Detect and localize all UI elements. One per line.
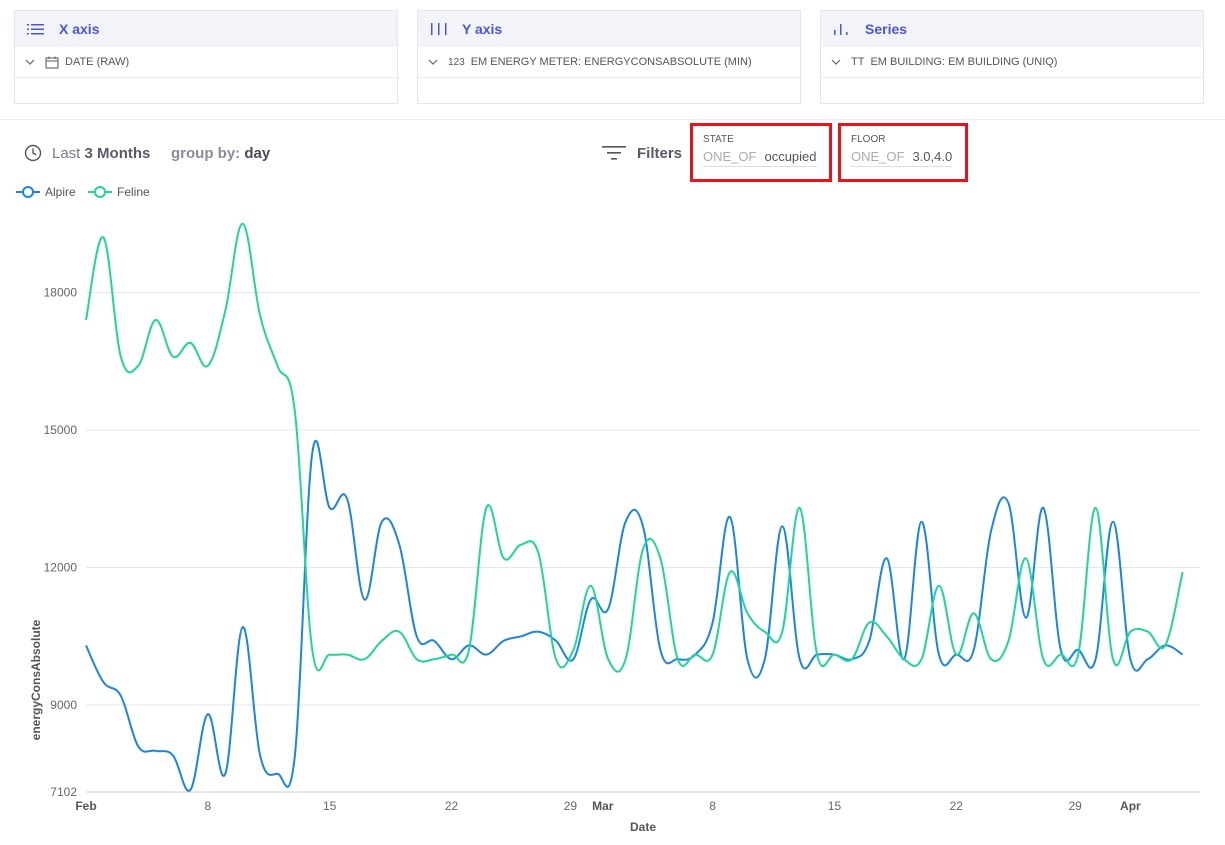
series-icon <box>834 24 848 35</box>
filter-icon[interactable] <box>602 143 626 163</box>
x-axis-label: Date <box>630 820 656 834</box>
filter-state[interactable]: STATE ONE_OF occupied <box>690 123 832 182</box>
groupby-label: group by: <box>171 145 241 162</box>
chevron-down-icon[interactable] <box>25 57 35 67</box>
series-panel-header[interactable]: Series <box>821 11 1203 47</box>
calendar-icon <box>45 56 59 68</box>
x-tick-label: Feb <box>75 799 96 813</box>
filter-floor-value: 3.0,4.0 <box>912 149 953 164</box>
period-prefix: Last <box>52 145 81 162</box>
bars-icon <box>431 23 447 35</box>
chart-toolbar: Last 3 Months group by: day Filters STAT… <box>0 120 1225 188</box>
x-axis-field-name: DATE (RAW) <box>65 56 130 68</box>
y-tick-label: 7102 <box>50 785 77 799</box>
y-tick-label: 15000 <box>44 423 78 437</box>
x-tick-label: 15 <box>828 799 842 813</box>
chevron-down-icon[interactable] <box>428 57 438 67</box>
filter-floor[interactable]: FLOOR ONE_OF 3.0,4.0 <box>838 123 968 182</box>
y-axis-panel: Y axis 123 EM ENERGY METER: ENERGYCONSAB… <box>417 10 801 104</box>
y-axis-field[interactable]: 123 EM ENERGY METER: ENERGYCONSABSOLUTE … <box>418 47 800 78</box>
filter-state-value: occupied <box>764 149 817 164</box>
y-tick-label: 18000 <box>44 286 78 300</box>
chart-config-row: X axis DATE (RAW) Y axis 123 EM ENERGY M… <box>0 0 1225 120</box>
text-type-icon: TT <box>851 56 865 68</box>
legend-label-alpire: Alpire <box>45 185 76 199</box>
filter-state-values[interactable]: ONE_OF occupied <box>703 149 817 167</box>
series-panel: Series TT EM BUILDING: EM BUILDING (UNIQ… <box>820 10 1204 104</box>
groupby-selector[interactable]: group by: day <box>171 145 270 162</box>
x-tick-label: 22 <box>950 799 964 813</box>
x-axis-panel: X axis DATE (RAW) <box>14 10 398 104</box>
list-icon <box>27 24 44 35</box>
chevron-down-icon[interactable] <box>831 57 841 67</box>
x-tick-label: 8 <box>205 799 212 813</box>
y-axis-field-name: EM ENERGY METER: ENERGYCONSABSOLUTE (MIN… <box>470 56 752 68</box>
chart-legend: Alpire Feline <box>16 185 150 199</box>
filters-label[interactable]: Filters <box>637 145 683 162</box>
legend-item-feline[interactable]: Feline <box>88 185 150 199</box>
legend-item-alpire[interactable]: Alpire <box>16 185 76 199</box>
series-field[interactable]: TT EM BUILDING: EM BUILDING (UNIQ) <box>821 47 1203 78</box>
filter-floor-operator: ONE_OF <box>851 149 905 164</box>
y-axis-label: energyConsAbsolute <box>29 619 43 740</box>
y-axis-panel-header[interactable]: Y axis <box>418 11 800 47</box>
groupby-value: day <box>244 145 271 162</box>
x-axis-field[interactable]: DATE (RAW) <box>15 47 397 78</box>
series-line-feline[interactable] <box>85 222 1184 673</box>
number-type-icon: 123 <box>448 56 465 68</box>
y-tick-label: 12000 <box>44 561 78 575</box>
y-tick-label: 9000 <box>50 698 77 712</box>
x-tick-label: 29 <box>1068 799 1082 813</box>
filter-state-name: STATE <box>703 134 734 145</box>
chart-lines <box>85 222 1184 792</box>
x-axis-title: X axis <box>59 21 100 37</box>
chart-grid <box>86 292 1200 793</box>
period-selector[interactable]: Last 3 Months <box>52 145 150 162</box>
line-chart: Alpire Feline 7102 9000 12000 15000 18000 Fe… <box>16 185 1200 834</box>
x-tick-label: 29 <box>564 799 578 813</box>
series-line-alpire[interactable] <box>85 440 1184 792</box>
filter-state-operator: ONE_OF <box>703 149 757 164</box>
period-value: 3 Months <box>84 145 151 162</box>
y-axis-title: Y axis <box>462 21 503 37</box>
filter-floor-name: FLOOR <box>851 134 886 145</box>
x-axis-ticks: Feb 8 15 22 29 Mar 8 15 22 29 Apr <box>75 799 1141 813</box>
x-tick-label: Apr <box>1120 799 1141 813</box>
y-axis-ticks: 7102 9000 12000 15000 18000 <box>44 286 78 799</box>
legend-label-feline: Feline <box>117 185 150 199</box>
x-tick-label: 15 <box>323 799 337 813</box>
series-field-name: EM BUILDING: EM BUILDING (UNIQ) <box>870 56 1058 68</box>
x-axis-panel-header[interactable]: X axis <box>15 11 397 47</box>
clock-icon[interactable] <box>24 144 42 162</box>
x-tick-label: 8 <box>709 799 716 813</box>
series-title: Series <box>865 21 908 37</box>
x-tick-label: Mar <box>592 799 614 813</box>
filter-floor-values[interactable]: ONE_OF 3.0,4.0 <box>851 149 953 167</box>
x-tick-label: 22 <box>445 799 459 813</box>
